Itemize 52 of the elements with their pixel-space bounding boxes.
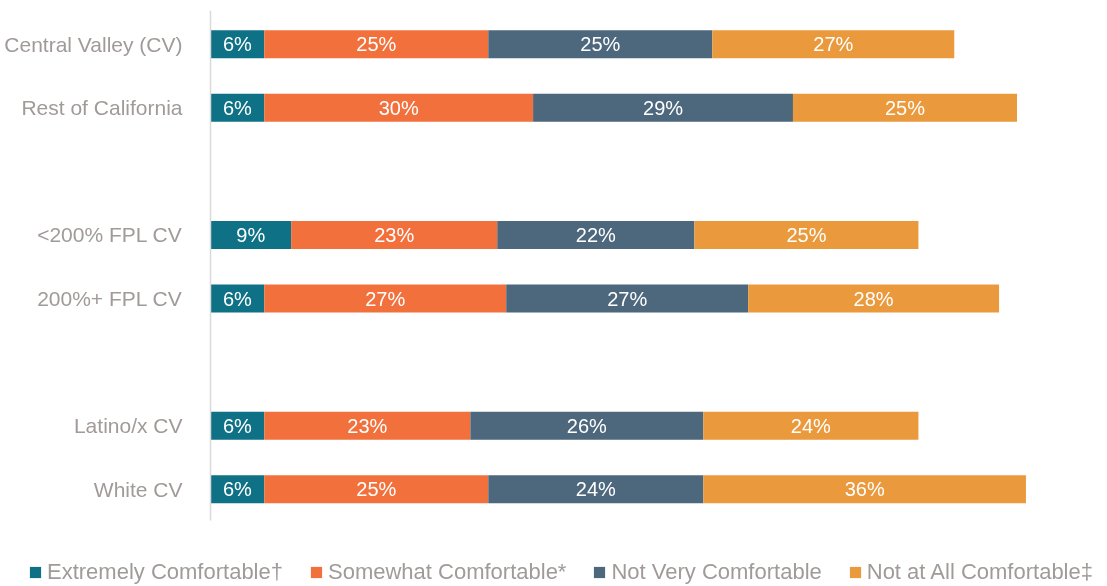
data-label: 6% bbox=[222, 478, 253, 501]
legend-label: Not Very Comfortable bbox=[611, 559, 822, 585]
data-label: 25% bbox=[884, 96, 926, 119]
data-label: 25% bbox=[356, 478, 397, 501]
data-label: 26% bbox=[566, 414, 608, 437]
legend-label: Extremely Comfortable† bbox=[47, 559, 283, 585]
data-label: 27% bbox=[813, 33, 854, 56]
data-label: 23% bbox=[347, 414, 388, 437]
bar bbox=[488, 30, 713, 59]
data-label: 23% bbox=[374, 223, 415, 246]
data-label: 27% bbox=[365, 287, 406, 310]
data-label: 25% bbox=[786, 223, 827, 246]
bar bbox=[264, 411, 471, 440]
bar bbox=[470, 411, 704, 440]
bar bbox=[703, 475, 1026, 504]
data-label: 30% bbox=[378, 96, 419, 119]
bar bbox=[792, 93, 1017, 122]
data-label: 28% bbox=[853, 287, 894, 310]
data-label: 25% bbox=[580, 33, 621, 56]
data-label: 6% bbox=[222, 96, 253, 119]
data-label: 25% bbox=[356, 33, 397, 56]
data-label: 6% bbox=[222, 414, 253, 437]
data-label: 6% bbox=[222, 287, 253, 310]
data-label: 36% bbox=[844, 478, 885, 501]
data-label: 29% bbox=[643, 96, 684, 119]
bar bbox=[264, 30, 489, 59]
bar bbox=[703, 411, 919, 440]
data-label: 6% bbox=[222, 33, 253, 56]
y-tick-label: Central Valley (CV) bbox=[4, 32, 183, 56]
legend-label: Somewhat Comfortable* bbox=[327, 559, 567, 585]
bar bbox=[533, 93, 793, 122]
bar bbox=[291, 220, 498, 249]
data-label: 27% bbox=[607, 287, 648, 310]
bar bbox=[264, 475, 489, 504]
data-label: 24% bbox=[575, 478, 617, 501]
y-tick-label: <200% FPL CV bbox=[37, 223, 182, 247]
bar bbox=[497, 220, 695, 249]
y-tick-label: White CV bbox=[93, 477, 183, 501]
bar bbox=[748, 284, 1000, 313]
data-label: 22% bbox=[575, 223, 617, 246]
bar bbox=[694, 220, 919, 249]
bar bbox=[264, 93, 534, 122]
bar bbox=[712, 30, 955, 59]
y-tick-label: Latino/x CV bbox=[73, 414, 183, 438]
bar bbox=[488, 475, 704, 504]
y-tick-label: 200%+ FPL CV bbox=[37, 287, 182, 310]
legend-label: Not at All Comfortable‡ bbox=[866, 559, 1093, 585]
bar bbox=[506, 284, 749, 313]
data-label: 9% bbox=[236, 223, 266, 246]
y-tick-label: Rest of California bbox=[21, 96, 183, 120]
data-label: 24% bbox=[790, 414, 832, 437]
bar bbox=[264, 284, 507, 313]
